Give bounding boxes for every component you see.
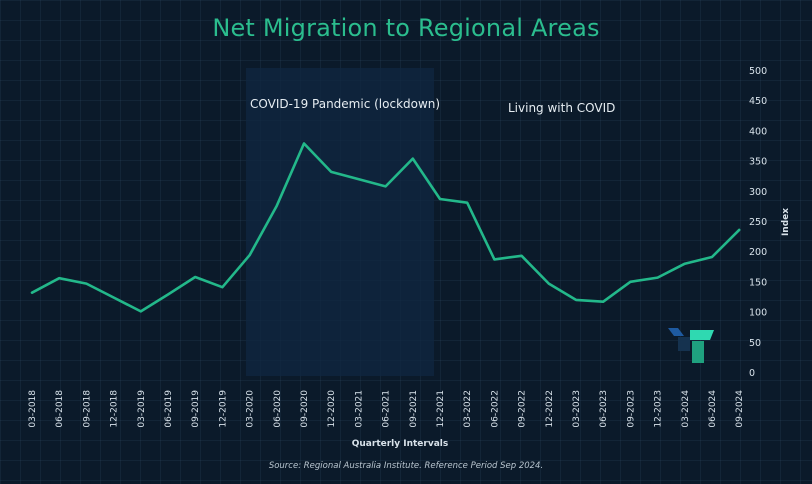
x-axis-label: Quarterly Intervals <box>352 439 448 449</box>
x-tick-label: 12-2021 <box>436 390 446 428</box>
x-tick-label: 06-2023 <box>599 390 609 428</box>
x-tick-label: 12-2023 <box>654 390 664 428</box>
x-tick-label: 03-2020 <box>246 390 256 428</box>
y-tick-label: 150 <box>749 277 767 288</box>
x-tick-label: 03-2022 <box>463 390 473 428</box>
series-line <box>30 142 741 313</box>
y-tick-label: 250 <box>749 217 767 228</box>
y-tick-label: 200 <box>749 247 767 258</box>
y-tick-label: 100 <box>749 308 767 319</box>
x-tick-label: 09-2022 <box>518 390 528 428</box>
living-with-covid-annotation: Living with COVID <box>508 101 615 115</box>
x-tick-label: 09-2020 <box>300 390 310 428</box>
x-tick-label: 09-2018 <box>82 390 92 428</box>
y-tick-label: 300 <box>749 187 767 198</box>
y-tick-label: 450 <box>749 96 767 107</box>
x-tick-label: 03-2023 <box>572 390 582 428</box>
x-tick-label: 09-2023 <box>626 390 636 428</box>
y-tick-label: 0 <box>749 368 755 379</box>
y-tick-label: 400 <box>749 126 767 137</box>
x-tick-label: 06-2019 <box>164 390 174 428</box>
x-tick-label: 06-2018 <box>55 390 65 428</box>
x-tick-label: 09-2024 <box>735 390 745 428</box>
x-tick-label: 12-2022 <box>545 390 555 428</box>
x-tick-label: 12-2020 <box>327 390 337 428</box>
x-tick-label: 12-2018 <box>110 390 120 428</box>
x-tick-label: 06-2021 <box>382 390 392 428</box>
pandemic-shaded-region <box>246 68 434 376</box>
x-tick-label: 06-2024 <box>708 390 718 428</box>
chart-title: Net Migration to Regional Areas <box>212 14 600 42</box>
y-axis-label: Index <box>781 208 791 236</box>
x-tick-label: 12-2019 <box>218 390 228 428</box>
x-tick-label: 03-2021 <box>354 390 364 428</box>
y-tick-label: 50 <box>749 338 761 349</box>
pandemic-annotation: COVID-19 Pandemic (lockdown) <box>250 97 440 111</box>
x-tick-label: 03-2019 <box>137 390 147 428</box>
x-tick-label: 09-2021 <box>409 390 419 428</box>
x-tick-label: 03-2024 <box>681 390 691 428</box>
y-tick-label: 500 <box>749 66 767 77</box>
x-tick-label: 06-2020 <box>273 390 283 428</box>
x-tick-label: 09-2019 <box>191 390 201 428</box>
x-tick-label: 03-2018 <box>28 390 38 428</box>
y-tick-label: 350 <box>749 157 767 168</box>
brand-logo <box>668 328 714 363</box>
source-note: Source: Regional Australia Institute. Re… <box>268 461 544 471</box>
x-tick-label: 06-2022 <box>490 390 500 428</box>
